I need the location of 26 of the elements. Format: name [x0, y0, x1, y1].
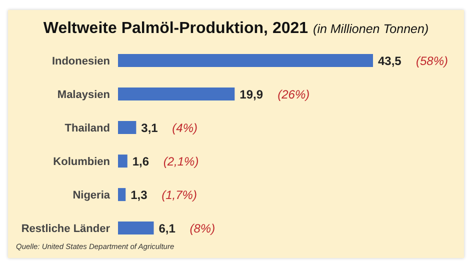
data-label: 1,3 — [130, 188, 148, 202]
y-tick-label: Kolumbien — [53, 156, 110, 168]
bar — [118, 121, 136, 134]
data-label: 3,1 — [141, 120, 158, 135]
annotation: (8%) — [190, 221, 216, 236]
bar — [118, 222, 154, 235]
y-tick-label: Nigeria — [72, 190, 111, 202]
chart-subtitle: (in Millionen Tonnen) — [313, 22, 429, 36]
annotation: (1,7%) — [162, 188, 197, 202]
chart-title: Weltweite Palmöl-Produktion, 2021 — [43, 20, 308, 37]
y-tick-label: Indonesien — [52, 56, 110, 68]
annotation: (4%) — [172, 120, 198, 135]
data-label: 19,9 — [240, 87, 264, 102]
bar — [118, 54, 373, 68]
data-label: 6,1 — [158, 221, 176, 236]
bar — [118, 88, 235, 101]
y-tick-label: Malaysien — [57, 89, 110, 102]
y-tick-label: Thailand — [64, 122, 110, 135]
bar — [118, 154, 128, 168]
y-tick-label: Restliche Länder — [21, 223, 111, 236]
bar — [118, 188, 126, 202]
data-label: 43,5 — [378, 54, 402, 68]
annotation: (2,1%) — [163, 154, 199, 168]
text: (58%) — [416, 54, 448, 68]
data-label: 1,6 — [132, 154, 150, 168]
annotation: (26%) — [278, 87, 310, 102]
